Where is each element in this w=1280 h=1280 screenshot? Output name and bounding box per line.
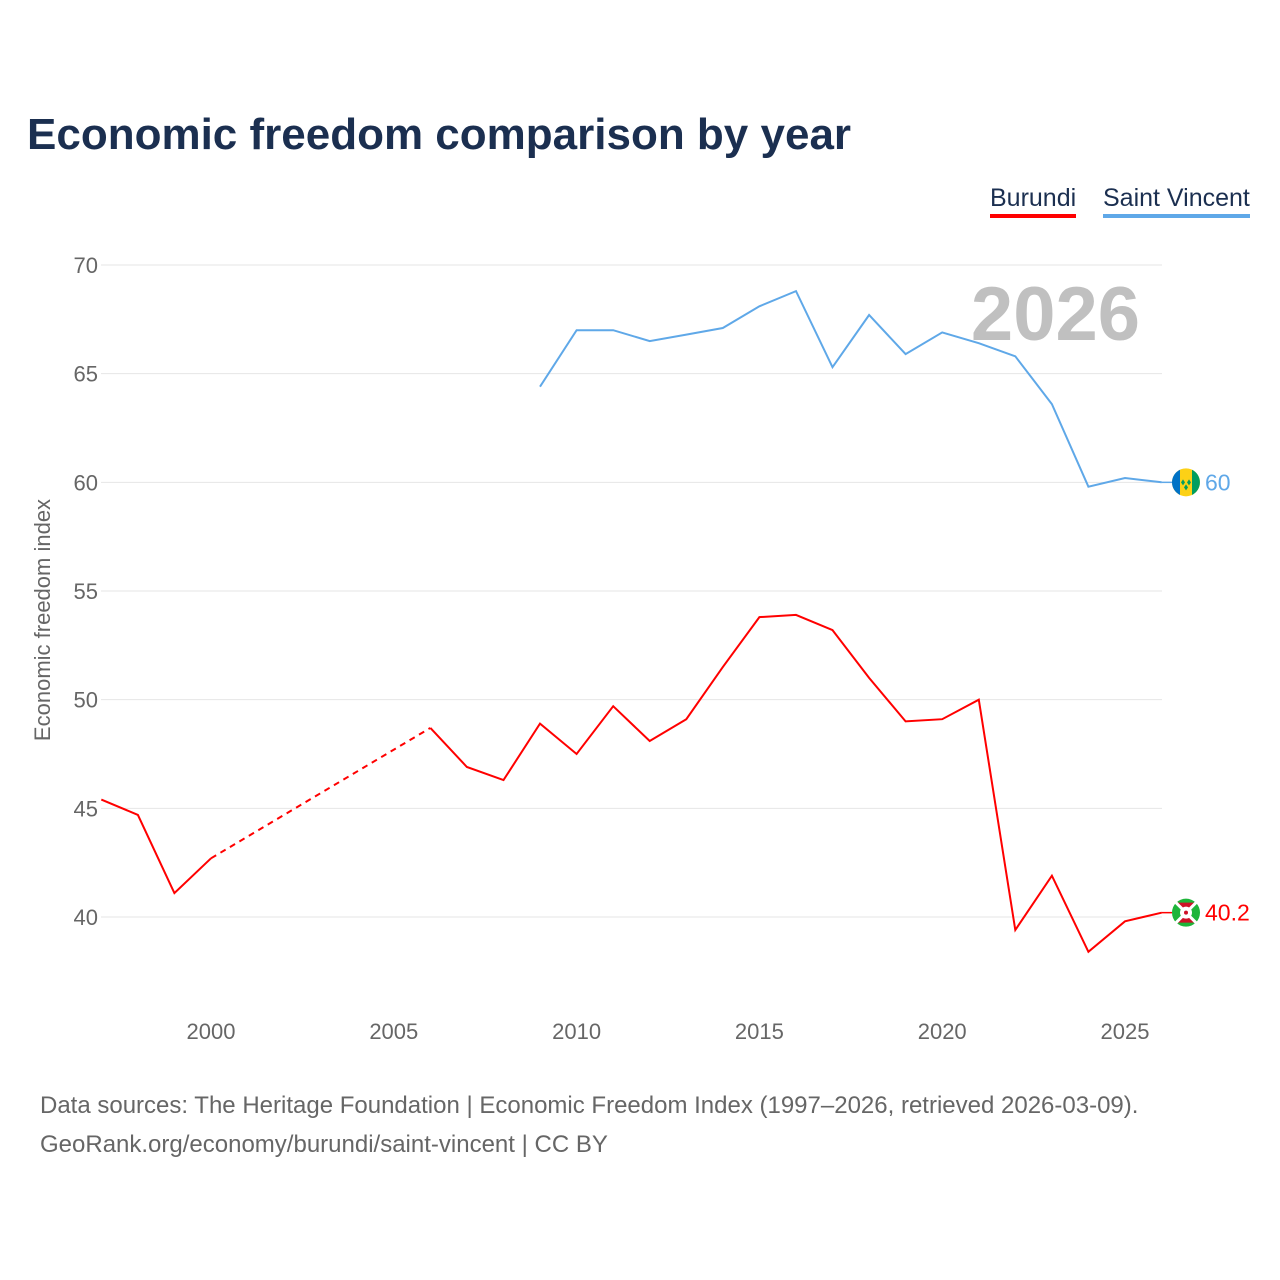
data-point — [903, 718, 909, 724]
data-point — [537, 721, 543, 727]
x-tick-label: 2005 — [369, 1019, 418, 1044]
data-point — [683, 716, 689, 722]
data-point — [464, 764, 470, 770]
data-point — [1012, 927, 1018, 933]
data-point — [683, 332, 689, 338]
series-line-burundi — [429, 613, 1162, 954]
y-tick-label: 45 — [74, 796, 98, 821]
data-point — [1049, 873, 1055, 879]
saint-vincent-flag-diamonds — [1181, 479, 1191, 491]
data-point — [1085, 949, 1091, 955]
data-point — [610, 703, 616, 709]
legend-burundi[interactable]: Burundi — [990, 184, 1077, 218]
data-point — [1122, 475, 1128, 481]
x-tick-label: 2015 — [735, 1019, 784, 1044]
x-tick-label: 2010 — [552, 1019, 601, 1044]
series-line-saint-vincent — [539, 289, 1162, 488]
data-point — [1122, 918, 1128, 924]
data-point — [903, 351, 909, 357]
data-point — [135, 812, 141, 818]
x-tick-label: 2025 — [1101, 1019, 1150, 1044]
watermark-year: 2026 — [971, 272, 1140, 357]
data-point — [427, 725, 433, 731]
data-point — [1085, 484, 1091, 490]
data-point — [793, 288, 799, 294]
burundi-flag-star — [1184, 910, 1188, 915]
y-tick-label: 55 — [74, 579, 98, 604]
data-point — [830, 364, 836, 370]
y-tick-label: 65 — [74, 362, 98, 387]
data-point — [720, 664, 726, 670]
y-tick-label: 50 — [74, 688, 98, 713]
data-point — [720, 325, 726, 331]
data-point — [866, 675, 872, 681]
data-point — [939, 329, 945, 335]
data-point — [647, 338, 653, 344]
data-point — [976, 340, 982, 346]
data-point — [1049, 401, 1055, 407]
end-value-label: 40.2 — [1205, 900, 1250, 926]
data-point — [574, 327, 580, 333]
data-point — [537, 384, 543, 390]
saint-vincent-flag-blue — [1172, 469, 1180, 495]
data-point — [793, 612, 799, 618]
data-point — [208, 855, 214, 861]
data-point — [574, 751, 580, 757]
data-point — [98, 797, 104, 803]
data-point — [171, 890, 177, 896]
footer: Data sources: The Heritage Foundation | … — [40, 1086, 1138, 1164]
data-point — [647, 738, 653, 744]
data-point — [1012, 353, 1018, 359]
data-point — [866, 312, 872, 318]
end-value-label: 60 — [1205, 469, 1231, 495]
footer-sources: Data sources: The Heritage Foundation | … — [40, 1092, 1139, 1119]
y-axis-label: Economic freedom index — [30, 499, 55, 741]
data-point — [756, 614, 762, 620]
data-point — [830, 627, 836, 633]
chart-title: Economic freedom comparison by year — [27, 110, 852, 159]
y-tick-label: 40 — [74, 905, 98, 930]
series-line-burundi — [100, 798, 212, 895]
y-tick-label: 60 — [74, 470, 98, 495]
saint-vincent-flag-green — [1192, 469, 1200, 495]
data-point — [939, 716, 945, 722]
footer-link[interactable]: GeoRank.org/economy/burundi/saint-vincen… — [40, 1131, 608, 1158]
y-tick-label: 70 — [74, 253, 98, 278]
data-point — [756, 303, 762, 309]
x-tick-label: 2000 — [187, 1019, 236, 1044]
data-point — [500, 777, 506, 783]
x-tick-label: 2020 — [918, 1019, 967, 1044]
legend-saint-vincent[interactable]: Saint Vincent — [1103, 184, 1250, 218]
data-point — [976, 697, 982, 703]
series-gap-dashed — [210, 727, 431, 860]
data-point — [610, 327, 616, 333]
